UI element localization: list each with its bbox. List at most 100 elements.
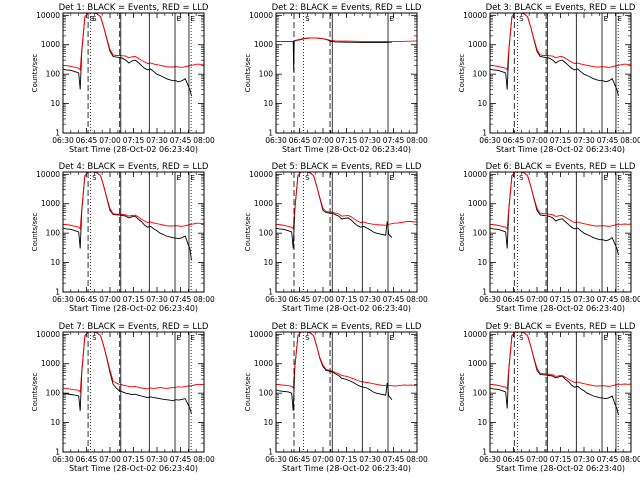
x-tick-label: 07:45 bbox=[383, 136, 405, 145]
y-tick-label: 1 bbox=[55, 129, 60, 138]
marker-label: E bbox=[177, 334, 181, 342]
y-tick-label: 1 bbox=[55, 288, 60, 297]
y-tick-label: 10000 bbox=[249, 170, 273, 179]
x-tick-label: 07:30 bbox=[146, 295, 168, 304]
y-tick-label: 100 bbox=[46, 70, 61, 79]
lld-series-line bbox=[63, 13, 204, 71]
x-tick-label: 06:45 bbox=[503, 295, 525, 304]
x-tick-label: 07:45 bbox=[170, 295, 192, 304]
y-axis-label: Counts/sec bbox=[458, 373, 466, 412]
x-tick-label: 07:15 bbox=[123, 295, 145, 304]
detector-panel: Det 8: BLACK = Events, RED = LLD Counts/s… bbox=[244, 322, 428, 473]
lld-series-line bbox=[490, 332, 631, 390]
y-axis-label: Counts/sec bbox=[31, 54, 39, 93]
x-tick-label: 07:45 bbox=[383, 455, 405, 464]
y-axis-label: Counts/sec bbox=[31, 373, 39, 412]
y-axis-label: Counts/sec bbox=[244, 54, 252, 93]
plot-frame bbox=[275, 171, 418, 293]
y-tick-label: 10000 bbox=[463, 11, 487, 20]
marker-label: S bbox=[90, 15, 95, 23]
plot-frame bbox=[62, 171, 205, 293]
y-tick-label: 10 bbox=[477, 418, 487, 427]
x-tick-label: 07:00 bbox=[526, 455, 548, 464]
marker-label: E bbox=[177, 174, 181, 182]
x-tick-label: 07:15 bbox=[123, 455, 145, 464]
events-series-line bbox=[63, 332, 192, 414]
panel-title: Det 9: BLACK = Events, RED = LLD bbox=[486, 322, 636, 332]
marker-label: E bbox=[190, 174, 194, 182]
marker-label: S bbox=[305, 15, 310, 23]
x-tick-label: 06:30 bbox=[479, 455, 501, 464]
lld-series-line bbox=[490, 172, 631, 230]
x-tick-label: 07:15 bbox=[336, 136, 358, 145]
x-tick-label: 06:30 bbox=[52, 136, 74, 145]
y-tick-label: 10000 bbox=[36, 11, 60, 20]
marker-label: E bbox=[604, 334, 608, 342]
marker-label: E bbox=[617, 15, 621, 23]
x-tick-label: 07:30 bbox=[146, 455, 168, 464]
panel-title: Det 3: BLACK = Events, RED = LLD bbox=[486, 3, 636, 13]
x-axis-label: Start Time (28-Oct-02 06:23:40) bbox=[496, 464, 625, 473]
panel-title: Det 7: BLACK = Events, RED = LLD bbox=[59, 322, 209, 332]
x-tick-label: 06:30 bbox=[479, 295, 501, 304]
y-tick-label: 100 bbox=[473, 389, 488, 398]
plot-frame bbox=[62, 12, 205, 134]
x-tick-label: 07:30 bbox=[359, 295, 381, 304]
y-tick-label: 10000 bbox=[463, 170, 487, 179]
y-axis-label: Counts/sec bbox=[458, 54, 466, 93]
x-tick-label: 06:30 bbox=[265, 136, 287, 145]
y-axis-label: Counts/sec bbox=[458, 213, 466, 252]
x-tick-label: 06:45 bbox=[76, 295, 98, 304]
y-tick-label: 10000 bbox=[249, 330, 273, 339]
x-tick-label: 07:00 bbox=[312, 455, 334, 464]
x-tick-label: 06:30 bbox=[479, 136, 501, 145]
x-axis-label: Start Time (28-Oct-02 06:23:40) bbox=[69, 304, 198, 313]
x-tick-label: 08:00 bbox=[620, 455, 640, 464]
marker-label: E bbox=[617, 334, 621, 342]
detector-panel: Det 2: BLACK = Events, RED = LLD Counts/s… bbox=[244, 3, 428, 154]
panel-title: Det 6: BLACK = Events, RED = LLD bbox=[486, 162, 636, 172]
y-axis-label: Counts/sec bbox=[31, 213, 39, 252]
lld-series-line bbox=[63, 172, 204, 230]
plot-frame bbox=[489, 171, 632, 293]
x-tick-label: 07:15 bbox=[123, 136, 145, 145]
y-tick-label: 1000 bbox=[468, 199, 487, 208]
y-tick-label: 1 bbox=[482, 129, 487, 138]
y-tick-label: 1 bbox=[268, 129, 273, 138]
y-tick-label: 100 bbox=[46, 229, 61, 238]
lld-series-line bbox=[276, 37, 417, 43]
marker-label: S bbox=[92, 334, 97, 342]
lld-series-line bbox=[276, 332, 417, 390]
plot-frame bbox=[275, 12, 418, 134]
x-tick-label: 06:30 bbox=[52, 455, 74, 464]
x-tick-label: 07:00 bbox=[99, 136, 121, 145]
x-tick-label: 08:00 bbox=[620, 136, 640, 145]
x-tick-label: 08:00 bbox=[406, 295, 428, 304]
x-axis-label: Start Time (28-Oct-02 06:23:40) bbox=[282, 145, 411, 154]
x-tick-label: 06:45 bbox=[289, 136, 311, 145]
x-tick-label: 08:00 bbox=[193, 136, 215, 145]
x-tick-label: 07:15 bbox=[550, 136, 572, 145]
detector-panel: Det 7: BLACK = Events, RED = LLD Counts/s… bbox=[31, 322, 215, 473]
marker-label: S bbox=[92, 15, 97, 23]
y-tick-label: 10000 bbox=[36, 330, 60, 339]
x-axis-label: Start Time (28-Oct-02 06:23:40) bbox=[69, 145, 198, 154]
x-tick-label: 07:45 bbox=[170, 455, 192, 464]
x-axis-label: Start Time (28-Oct-02 06:23:40) bbox=[496, 304, 625, 313]
x-tick-label: 06:45 bbox=[289, 295, 311, 304]
x-tick-label: 08:00 bbox=[406, 136, 428, 145]
x-tick-label: 07:00 bbox=[526, 295, 548, 304]
x-tick-label: 07:30 bbox=[573, 295, 595, 304]
events-series-line bbox=[490, 13, 619, 97]
detector-panel: Det 6: BLACK = Events, RED = LLD Counts/s… bbox=[458, 162, 640, 313]
x-axis-label: Start Time (28-Oct-02 06:23:40) bbox=[69, 464, 198, 473]
series-group bbox=[490, 172, 631, 256]
panel-title: Det 1: BLACK = Events, RED = LLD bbox=[59, 3, 209, 13]
y-tick-label: 100 bbox=[259, 70, 274, 79]
detector-panel: Det 9: BLACK = Events, RED = LLD Counts/s… bbox=[458, 322, 640, 473]
x-tick-label: 08:00 bbox=[193, 455, 215, 464]
marker-label: S bbox=[519, 15, 524, 23]
y-tick-label: 10000 bbox=[249, 11, 273, 20]
marker-label: E bbox=[617, 174, 621, 182]
